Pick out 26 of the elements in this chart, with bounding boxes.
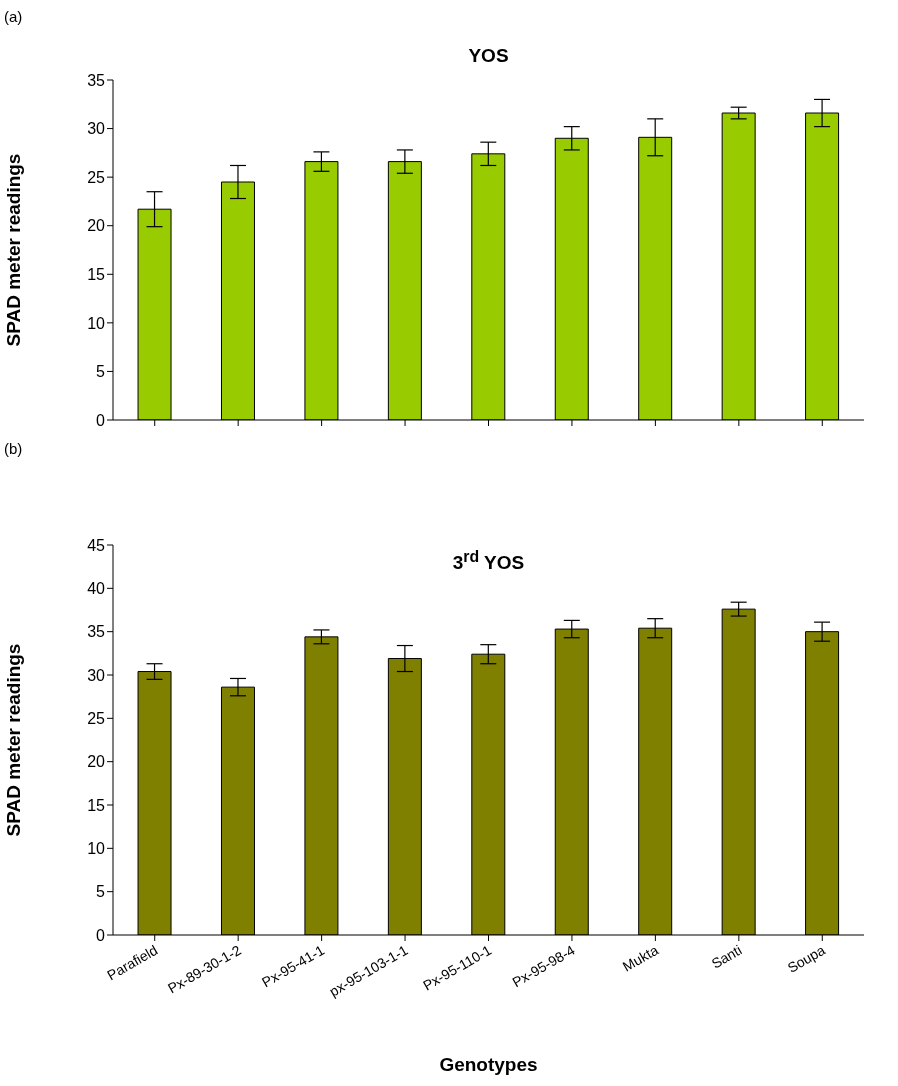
y-axis-title: SPAD meter readings [2, 643, 24, 837]
y-tick-label: 5 [96, 363, 106, 381]
y-tick-label: 45 [87, 536, 106, 554]
y-tick-label: 40 [87, 580, 106, 598]
y-tick-label: 0 [96, 411, 106, 429]
y-tick-label: 0 [96, 926, 106, 944]
x-axis-title: Genotypes [438, 1054, 539, 1076]
y-tick-label: 35 [87, 71, 106, 89]
x-tick-label: Santi [708, 941, 745, 972]
y-tick-label: 15 [87, 265, 106, 283]
text: (b) [4, 440, 23, 457]
y-tick-label: 30 [87, 120, 106, 138]
y-tick-label: 35 [87, 623, 106, 641]
y-tick-label: 15 [87, 796, 106, 814]
text: (a) [4, 8, 23, 25]
y-tick-label: 20 [87, 753, 106, 771]
y-tick-label: 5 [96, 883, 106, 901]
y-tick-label: 10 [87, 840, 106, 858]
chart-title: 3$^{rd}$ YOS [451, 548, 526, 575]
y-tick-label: 25 [87, 168, 106, 186]
chart-title: YOS [467, 45, 510, 67]
y-tick-label: 20 [87, 217, 106, 235]
y-axis-title: SPAD meter readings [2, 153, 24, 347]
y-tick-label: 30 [87, 666, 106, 684]
y-tick-label: 10 [87, 314, 106, 332]
y-tick-label: 25 [87, 710, 106, 728]
